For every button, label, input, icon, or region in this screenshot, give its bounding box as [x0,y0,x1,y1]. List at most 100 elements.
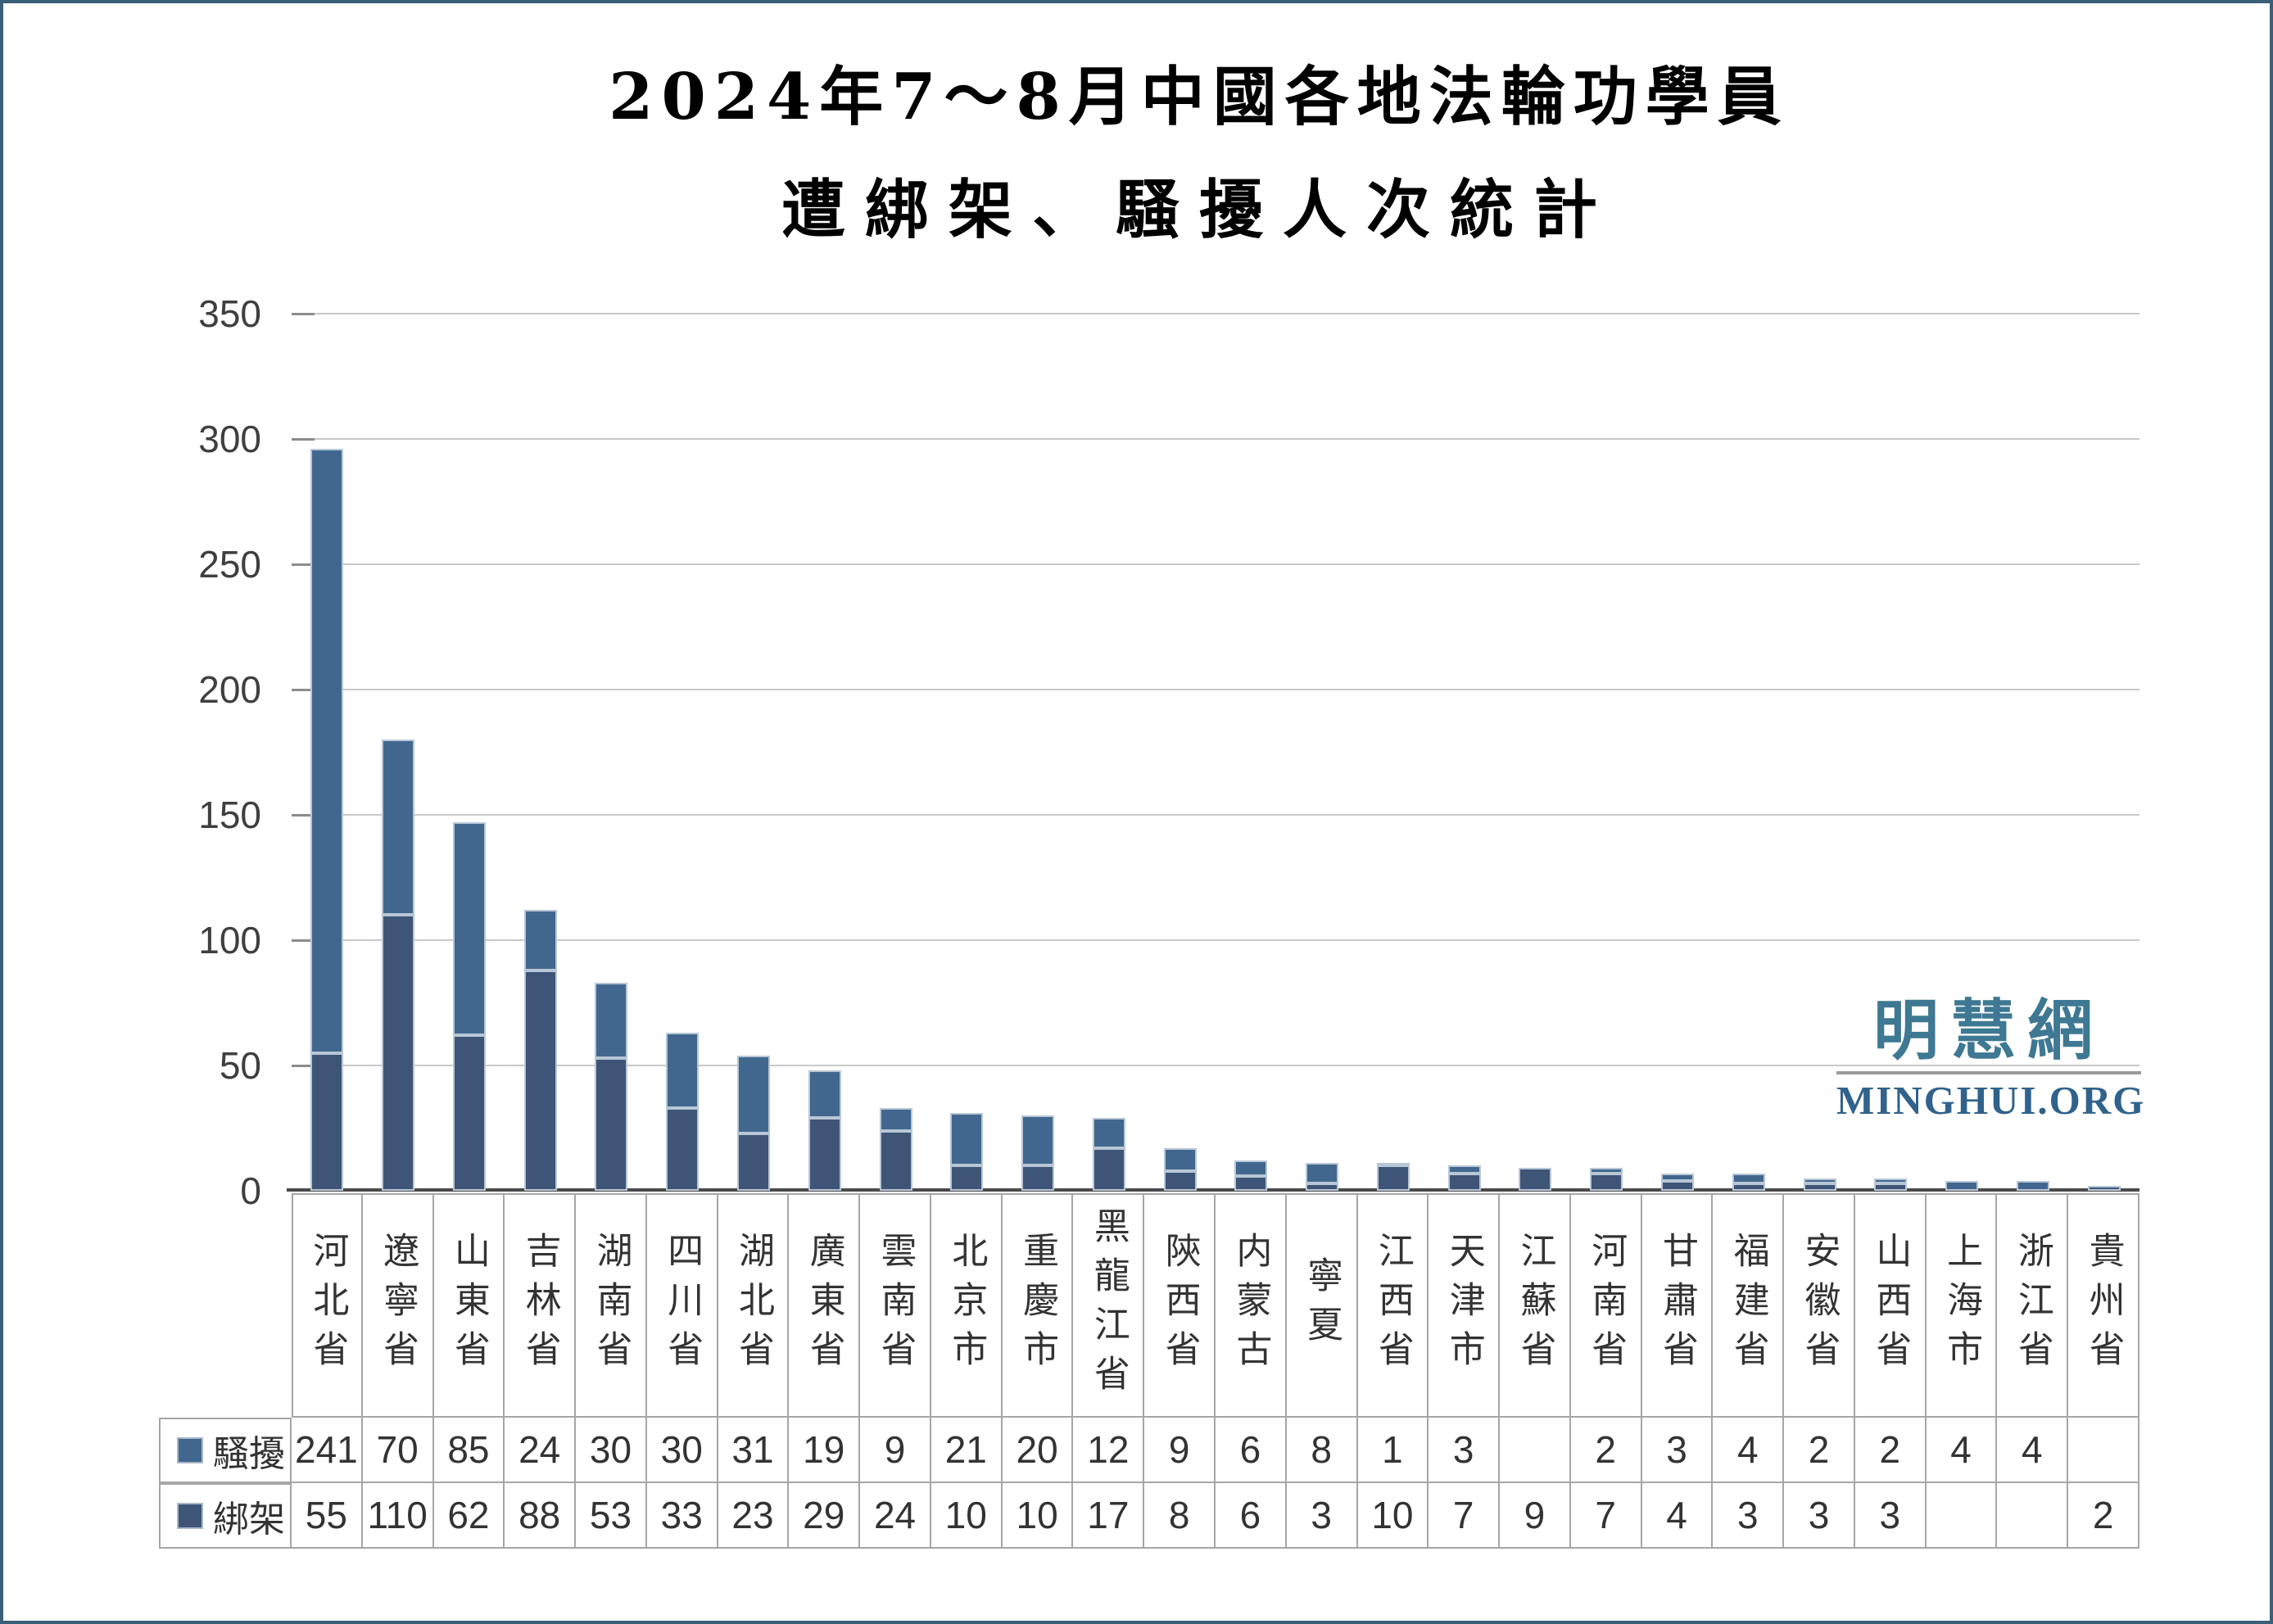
bar-segment-kidnapping [1092,1147,1125,1191]
y-tick-label-50: 50 [219,1044,261,1087]
bar-segment-kidnapping [382,915,415,1191]
category-cell: 湖北省 [718,1193,790,1418]
bar-segment-harassment [310,449,344,1053]
category-cell: 陝西省 [1144,1193,1216,1418]
bar-segment-harassment [1447,1165,1481,1174]
category-cell: 上海市 [1926,1193,1998,1418]
y-tick-label-350: 350 [198,292,261,335]
bar-segment-kidnapping [595,1057,628,1191]
bar-segment-harassment [879,1108,912,1131]
category-cell: 江蘇省 [1500,1193,1571,1418]
value-cell: 30 [576,1418,647,1483]
value-cell: 9 [860,1418,931,1483]
bar-segment-harassment [2016,1180,2049,1191]
bar-segment-kidnapping [1519,1168,1552,1191]
category-cell: 重慶市 [1002,1193,1074,1418]
data-table: 河北省 遼寧省 山東省 吉林省 湖南省 四川省 湖北省 廣東省 雲南省 北京市 重慶市 黑龍江省 陝西省… [159,1193,2139,1549]
value-cell: 10 [1357,1483,1429,1549]
category-cell: 吉林省 [505,1193,577,1418]
y-tick-250 [292,563,315,566]
y-tick-150 [292,814,315,817]
bar-segment-kidnapping [452,1035,486,1191]
category-cell: 貴州省 [2068,1193,2139,1418]
x-axis-line [287,1188,2139,1192]
y-tick-50 [292,1065,315,1067]
y-tick-label-100: 100 [198,919,261,961]
value-cell: 21 [930,1418,1003,1483]
bar-segment-kidnapping [1590,1173,1623,1191]
category-cell: 黑龍江省 [1073,1193,1145,1418]
bar-segment-harassment [1661,1173,1694,1181]
category-cell: 遼寧省 [362,1193,434,1418]
gridline-100 [292,939,2139,941]
gridline-150 [292,814,2139,816]
value-cell: 12 [1073,1418,1145,1483]
logo-divider [1836,1071,2141,1074]
value-cell [1997,1483,2069,1549]
value-cell [1926,1483,1998,1549]
value-cell: 3 [1713,1483,1785,1549]
y-tick-100 [292,939,315,942]
value-cell: 70 [362,1418,434,1483]
value-cell: 19 [789,1418,861,1483]
y-tick-label-250: 250 [198,543,261,586]
value-cell: 10 [1002,1483,1074,1549]
bar-segment-kidnapping [950,1165,984,1191]
value-cell: 7 [1429,1483,1501,1549]
value-cell: 2 [1570,1418,1642,1483]
category-cell: 甘肅省 [1641,1193,1714,1418]
legend-label-harassment: 騷擾 [159,1418,292,1483]
value-cell: 85 [433,1418,505,1483]
bar-segment-harassment [666,1033,700,1109]
y-tick-label-0: 0 [240,1169,261,1212]
series-name: 騷擾 [213,1433,285,1475]
value-cell: 23 [718,1483,790,1549]
category-cell: 安徽省 [1784,1193,1855,1418]
value-cell: 4 [1926,1418,1998,1483]
table-corner-spacer [159,1193,292,1418]
value-cell: 17 [1073,1483,1145,1549]
bar-segment-harassment [1803,1178,1836,1183]
category-cell: 廣東省 [789,1193,861,1418]
category-cell: 内蒙古 [1216,1193,1287,1418]
y-tick-label-200: 200 [198,668,261,711]
bar-segment-kidnapping [1803,1183,1836,1191]
category-cell: 浙江省 [1997,1193,2069,1418]
bar-segment-kidnapping [1661,1180,1694,1191]
y-tick-350 [292,313,315,315]
value-cell: 53 [576,1483,647,1549]
minghui-logo: 明慧網 MINGHUI.ORG [1836,996,2146,1123]
y-tick-300 [292,438,315,441]
bar-segment-harassment [1590,1168,1623,1174]
value-cell: 88 [505,1483,577,1549]
category-cell: 北京市 [930,1193,1003,1418]
value-cell: 31 [718,1418,790,1483]
category-cell: 雲南省 [860,1193,931,1418]
value-cell: 29 [789,1483,861,1549]
category-cell: 寧夏 [1286,1193,1358,1418]
bar-segment-kidnapping [1376,1165,1410,1191]
value-cell: 4 [1641,1483,1714,1549]
bar-segment-harassment [808,1070,841,1119]
logo-english-text: MINGHUI.ORG [1836,1078,2146,1123]
bar-segment-harassment [1163,1147,1197,1171]
legend-label-kidnapping: 綁架 [159,1483,292,1549]
value-cell: 55 [292,1483,363,1549]
value-cell: 2 [1784,1418,1855,1483]
value-cell: 20 [1002,1418,1074,1483]
category-cell: 山西省 [1854,1193,1927,1418]
bar-segment-kidnapping [1874,1183,1908,1191]
value-cell: 24 [505,1418,577,1483]
value-cell: 1 [1357,1418,1429,1483]
gridline-200 [292,689,2139,690]
value-cell: 6 [1216,1483,1287,1549]
value-cell: 3 [1429,1418,1501,1483]
bar-segment-harassment [950,1113,984,1166]
gridline-350 [292,313,2139,314]
chart-title: 2024年7～8月中國各地法輪功學員 遭綁架、騷擾人次統計 [122,52,2270,256]
category-cell: 湖南省 [576,1193,647,1418]
value-cell: 10 [930,1483,1003,1549]
gridline-300 [292,438,2139,440]
bar-segment-harassment [1732,1173,1765,1183]
